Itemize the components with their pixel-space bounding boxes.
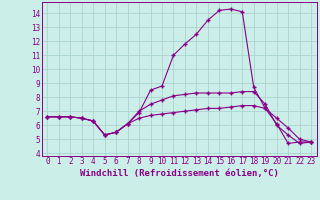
X-axis label: Windchill (Refroidissement éolien,°C): Windchill (Refroidissement éolien,°C) xyxy=(80,169,279,178)
